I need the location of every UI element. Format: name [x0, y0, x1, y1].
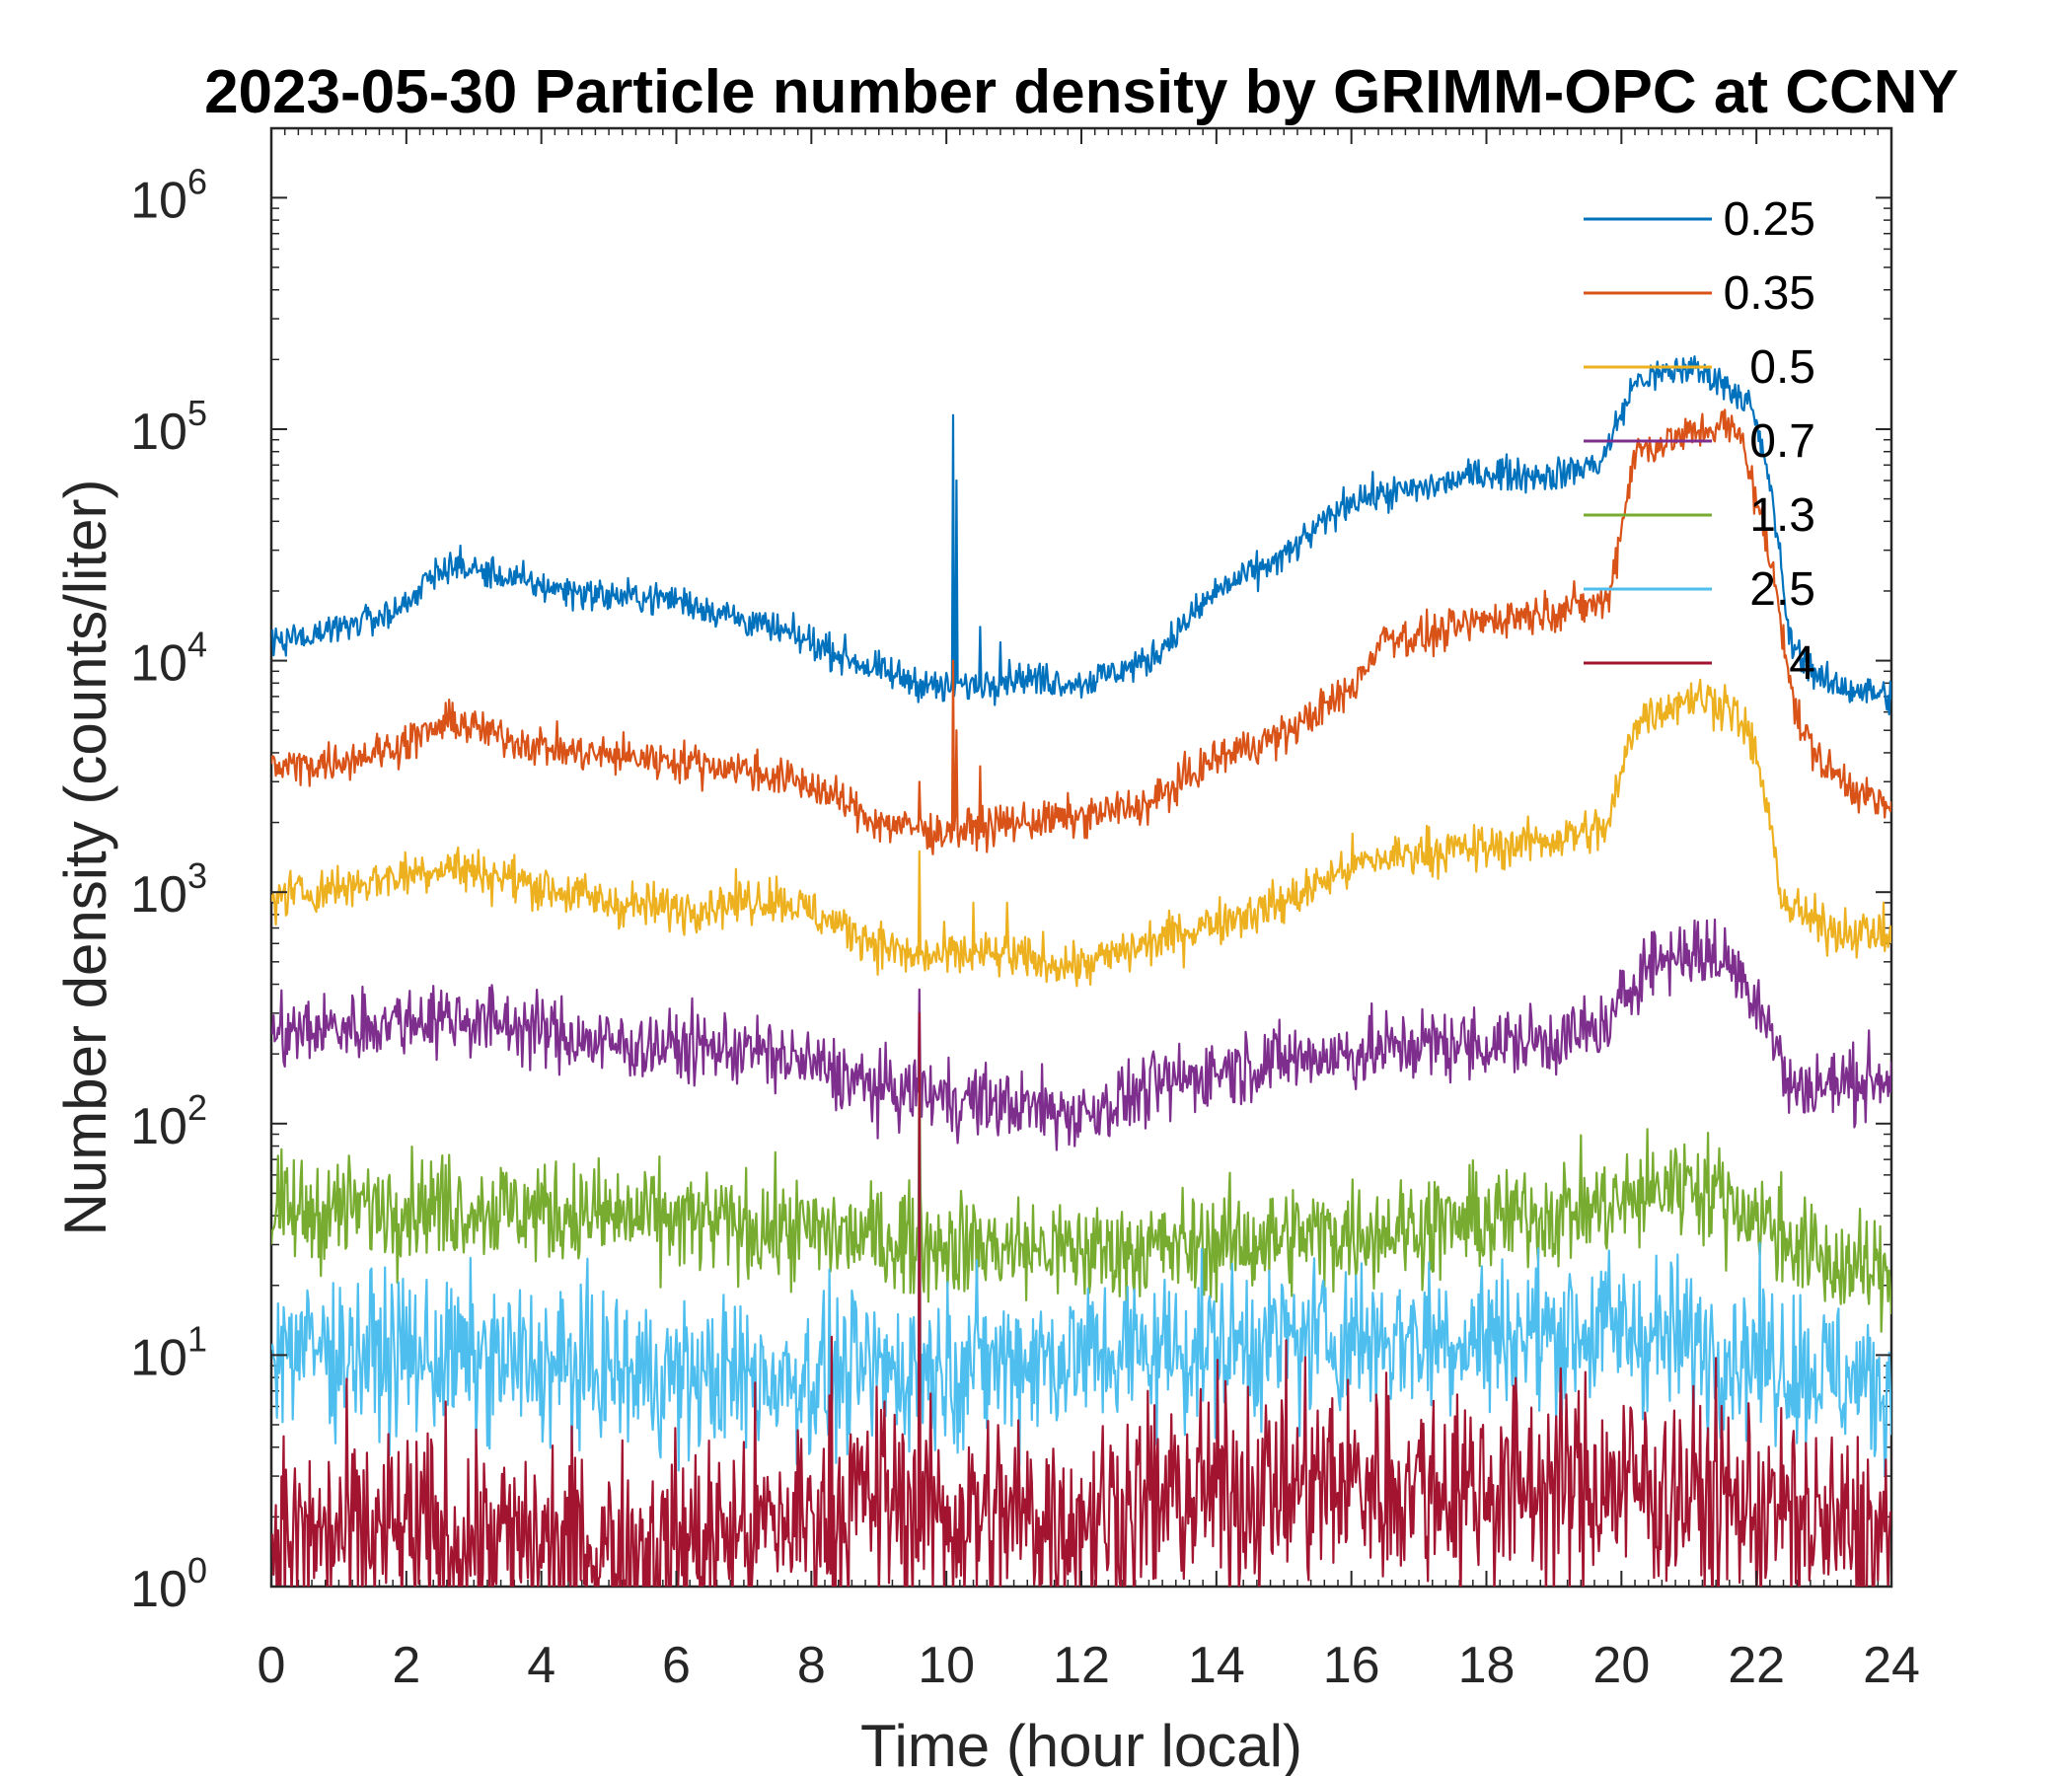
legend-label-0_5: 0.5: [1749, 341, 1815, 394]
x-tick-label: 6: [662, 1637, 691, 1694]
series-line-4: [271, 1011, 1891, 1587]
legend-label-0_25: 0.25: [1724, 193, 1815, 246]
x-tick-label: 0: [258, 1637, 286, 1694]
x-axis-label: Time (hour local): [860, 1713, 1302, 1776]
series-line-1_3: [271, 1053, 1891, 1333]
x-tick-label: 18: [1458, 1637, 1516, 1694]
x-tick-label: 4: [527, 1637, 555, 1694]
series-line-0_35: [271, 408, 1891, 855]
y-tick-label: 102: [130, 1087, 207, 1155]
y-tick-label: 105: [130, 393, 207, 461]
y-tick-label: 106: [130, 161, 207, 229]
x-tick-label: 20: [1592, 1637, 1650, 1694]
legend-label-4: 4: [1789, 637, 1815, 690]
y-tick-label: 100: [130, 1550, 207, 1618]
x-tick-label: 22: [1728, 1637, 1785, 1694]
series-line-0_5: [271, 678, 1891, 988]
series-line-0_25: [271, 355, 1891, 716]
x-tick-label: 8: [797, 1637, 826, 1694]
x-tick-label: 12: [1053, 1637, 1110, 1694]
y-tick-label: 101: [130, 1318, 207, 1386]
series-line-2_5: [271, 1053, 1891, 1477]
legend-label-0_35: 0.35: [1724, 267, 1815, 320]
series-line-0_7: [271, 918, 1891, 1151]
minor-ticks: [270, 128, 1892, 1587]
y-tick-label: 104: [130, 625, 207, 693]
chart-title: 2023-05-30 Particle number density by GR…: [204, 58, 1959, 126]
legend: 0.25 0.35 0.5 0.7 1.3 2.5 4: [1584, 193, 1815, 690]
x-tick-labels: 0 2 4 6 8 10 12 14 16 18 20 22 24: [258, 1637, 1920, 1694]
x-tick-label: 2: [392, 1637, 420, 1694]
major-ticks: [270, 128, 1892, 1588]
legend-label-2_5: 2.5: [1749, 563, 1815, 616]
series-layer: [271, 355, 1891, 1587]
legend-label-1_3: 1.3: [1749, 489, 1815, 542]
x-tick-label: 24: [1863, 1637, 1920, 1694]
y-tick-label: 103: [130, 855, 207, 924]
x-tick-label: 10: [918, 1637, 975, 1694]
x-tick-label: 16: [1323, 1637, 1380, 1694]
y-axis-label: Number density (counts/liter): [52, 480, 118, 1236]
legend-label-0_7: 0.7: [1749, 415, 1815, 468]
x-tick-label: 14: [1188, 1637, 1245, 1694]
y-tick-labels: 100 101 102 103 104 105 106: [130, 161, 207, 1618]
